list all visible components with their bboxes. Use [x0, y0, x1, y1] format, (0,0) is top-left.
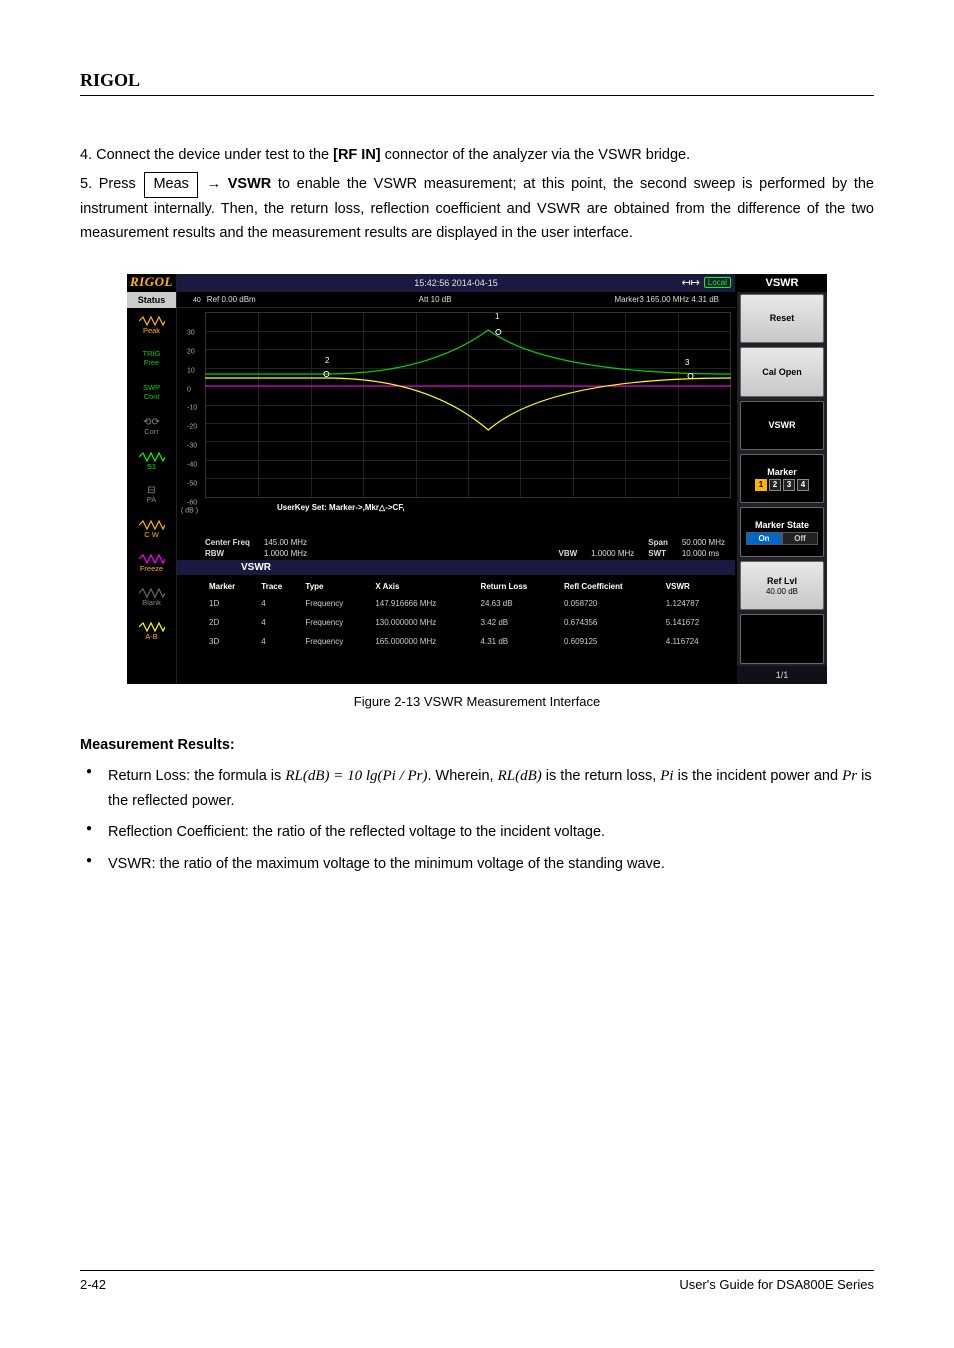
- vswr-menu-ref: VSWR: [228, 176, 272, 192]
- softkey-vswr[interactable]: VSWR: [740, 401, 824, 450]
- page-number: 2-42: [80, 1277, 106, 1292]
- status-trig: TRIG Free: [127, 342, 176, 376]
- softkey-cal-open[interactable]: Cal Open: [740, 347, 824, 396]
- p2a: 5. Press: [80, 176, 142, 192]
- result-vswr: VSWR: the ratio of the maximum voltage t…: [108, 852, 874, 877]
- vswr-section-header: VSWR: [177, 560, 735, 575]
- marker-off[interactable]: Off: [782, 532, 818, 545]
- doc-title: User's Guide for DSA800E Series: [679, 1277, 874, 1292]
- step-5-text: 5. Press Meas → VSWR to enable the VSWR …: [80, 172, 874, 246]
- local-badge: Local: [704, 277, 731, 288]
- status-peak: Peak: [127, 308, 176, 342]
- softkey-pager: 1/1: [737, 666, 827, 684]
- traces: [205, 312, 731, 498]
- vswr-screenshot: RIGOL Status Peak TRIG Free SWP Cont ⟲⟳ …: [127, 274, 827, 684]
- wave-icon: [139, 553, 165, 565]
- result-return-loss: Return Loss: the formula is RL(dB) = 10 …: [108, 763, 874, 815]
- status-swp: SWP Cont: [127, 376, 176, 410]
- rigol-logo: RIGOL: [127, 274, 176, 292]
- sweep-params: Center Freq145.00 MHzSpan50.000 MHz RBW1…: [177, 536, 735, 560]
- marker-1[interactable]: 1: [755, 479, 767, 491]
- marker-4[interactable]: 4: [797, 479, 809, 491]
- page-footer: 2-42 User's Guide for DSA800E Series: [80, 1270, 874, 1292]
- att: Att 10 dB: [419, 295, 452, 304]
- softkey-empty: [740, 614, 824, 663]
- status-ab: A-B: [127, 614, 176, 648]
- ref-level: 40Ref 0.00 dBm: [193, 295, 256, 304]
- top-bar: 15:42:56 2014-04-15 ↤↦ Local: [177, 274, 735, 292]
- status-blank: Blank: [127, 580, 176, 614]
- softkey-title: VSWR: [737, 274, 827, 292]
- page-header-brand: RIGOL: [80, 70, 874, 96]
- results-header: Measurement Results:: [80, 737, 874, 753]
- status-corr: ⟲⟳ Corr: [127, 410, 176, 444]
- table-header-row: MarkerTrace TypeX Axis Return LossRefl C…: [205, 579, 725, 594]
- table-row: 3D4 Frequency165.000000 MHz 4.31 dB0.609…: [205, 632, 725, 651]
- wave-icon: [139, 587, 165, 599]
- status-pa: ⊟ PA: [127, 478, 176, 512]
- step-4-text: 4. Connect the device under test to the …: [80, 144, 874, 168]
- softkey-marker-state[interactable]: Marker State On Off: [740, 507, 824, 556]
- center-area: 15:42:56 2014-04-15 ↤↦ Local 40Ref 0.00 …: [177, 274, 735, 684]
- lan-icon: ↤↦: [681, 276, 699, 289]
- status-cw: C W: [127, 512, 176, 546]
- datetime: 15:42:56 2014-04-15: [414, 278, 498, 288]
- p1a: 4. Connect the device under test to the: [80, 147, 333, 163]
- wave-icon: [139, 519, 165, 531]
- status-s1: S1: [127, 444, 176, 478]
- meas-button-ref: Meas: [144, 172, 197, 198]
- arrow: →: [200, 176, 228, 192]
- status-header: Status: [127, 292, 176, 308]
- marker-3[interactable]: 3: [783, 479, 795, 491]
- info-bar: 40Ref 0.00 dBm Att 10 dB Marker3 165.00 …: [177, 292, 735, 308]
- status-freeze: Freeze: [127, 546, 176, 580]
- softkey-marker[interactable]: Marker 1 2 3 4: [740, 454, 824, 503]
- marker-readout: Marker3 165.00 MHz 4.31 dB: [614, 295, 719, 304]
- rf-in-label: [RF IN]: [333, 147, 381, 163]
- softkey-ref-lvl[interactable]: Ref Lvl 40.00 dB: [740, 561, 824, 610]
- result-refl-coeff: Reflection Coefficient: the ratio of the…: [108, 820, 874, 845]
- userkey-text: UserKey Set: Marker->,Mkr△->CF,: [277, 503, 405, 512]
- softkey-column: VSWR Reset Cal Open VSWR Marker 1 2 3 4 …: [735, 274, 827, 684]
- p1b: connector of the analyzer via the VSWR b…: [381, 147, 691, 163]
- table-row: 2D4 Frequency130.000000 MHz 3.42 dB0.674…: [205, 613, 725, 632]
- spectrum-plot: 30 20 10 0 -10 -20 -30 -40 -50 -60 ( dB …: [177, 308, 735, 518]
- softkey-reset[interactable]: Reset: [740, 294, 824, 343]
- wave-icon: [139, 451, 165, 463]
- figure-caption: Figure 2-13 VSWR Measurement Interface: [80, 694, 874, 709]
- vswr-results-table: MarkerTrace TypeX Axis Return LossRefl C…: [177, 575, 735, 655]
- marker-on[interactable]: On: [746, 532, 782, 545]
- wave-icon: [139, 621, 165, 633]
- wave-icon: [139, 315, 165, 327]
- results-list: Return Loss: the formula is RL(dB) = 10 …: [80, 763, 874, 878]
- status-column: RIGOL Status Peak TRIG Free SWP Cont ⟲⟳ …: [127, 274, 177, 684]
- marker-2[interactable]: 2: [769, 479, 781, 491]
- table-row: 1D4 Frequency147.916666 MHz 24.63 dB0.05…: [205, 594, 725, 613]
